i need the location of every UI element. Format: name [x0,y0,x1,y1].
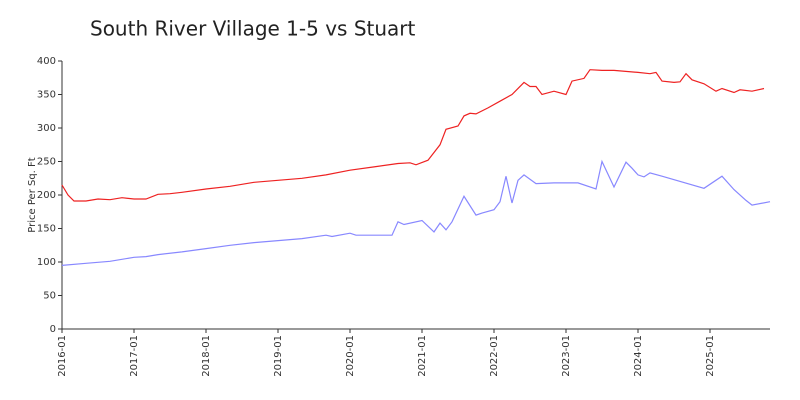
y-tick-label: 300 [37,123,56,134]
y-tick-label: 200 [37,190,56,201]
chart-title: South River Village 1-5 vs Stuart [90,17,416,41]
x-tick-label: 2022-01 [489,335,500,377]
x-tick-label: 2017-01 [129,335,140,377]
y-tick-label: 400 [37,56,56,67]
series-line [61,159,771,266]
series-line [61,69,765,202]
x-tick-label: 2019-01 [273,335,284,377]
y-tick-label: 100 [37,257,56,268]
y-tick-label: 350 [37,90,56,101]
x-tick-label: 2021-01 [417,335,428,377]
y-tick-label: 0 [50,324,56,335]
x-tick-label: 2016-01 [57,335,68,377]
y-axis-label: Price Per Sq. Ft [27,157,38,232]
x-tick-label: 2018-01 [201,335,212,377]
x-tick-label: 2024-01 [633,335,644,377]
x-tick-label: 2025-01 [705,335,716,377]
x-tick-label: 2023-01 [561,335,572,377]
y-tick-label: 250 [37,157,56,168]
x-tick-label: 2020-01 [345,335,356,377]
y-tick-label: 50 [43,291,56,302]
y-tick-label: 150 [37,224,56,235]
